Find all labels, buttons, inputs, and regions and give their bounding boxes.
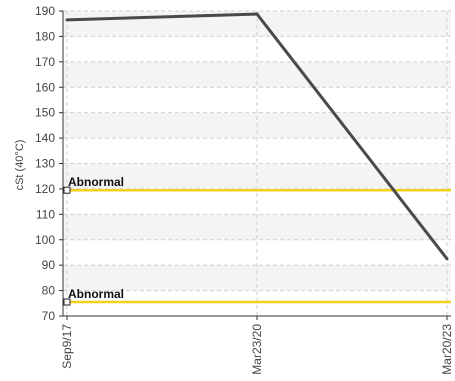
axes bbox=[59, 10, 451, 320]
threshold-lines: Abnormal Abnormal bbox=[63, 175, 451, 306]
y-tick-label: 100 bbox=[35, 233, 55, 247]
x-tick-labels: Sep9/17 Mar23/20 Mar20/23 bbox=[60, 324, 454, 375]
series-point bbox=[255, 12, 259, 16]
y-tick-label: 80 bbox=[42, 284, 56, 298]
y-tick-label: 90 bbox=[42, 258, 56, 272]
y-tick-label: 150 bbox=[35, 106, 55, 120]
y-tick-label: 170 bbox=[35, 55, 55, 69]
threshold-marker bbox=[63, 186, 71, 194]
y-tick-label: 70 bbox=[42, 309, 56, 323]
y-tick-label: 160 bbox=[35, 80, 55, 94]
y-tick-label: 180 bbox=[35, 29, 55, 43]
y-tick-label: 110 bbox=[36, 207, 55, 221]
x-tick-label: Mar20/23 bbox=[440, 324, 454, 375]
y-axis-label: cSt (40°C) bbox=[14, 140, 26, 191]
threshold-label: Abnormal bbox=[68, 175, 124, 189]
series bbox=[65, 12, 449, 261]
y-tick-label: 120 bbox=[35, 182, 55, 196]
threshold-marker bbox=[63, 298, 71, 306]
y-tick-label: 190 bbox=[35, 4, 55, 18]
series-point bbox=[445, 257, 449, 261]
y-tick-label: 130 bbox=[35, 157, 55, 171]
plot-bands bbox=[63, 11, 451, 291]
y-tick-label: 140 bbox=[35, 131, 55, 145]
x-tick-label: Mar23/20 bbox=[250, 324, 264, 375]
series-point bbox=[65, 18, 69, 22]
grid-lines bbox=[63, 10, 451, 316]
x-tick-label: Sep9/17 bbox=[60, 324, 74, 369]
threshold-label: Abnormal bbox=[68, 287, 124, 301]
y-tick-labels: 70 80 90 100 110 120 130 140 150 160 170 180 190 bbox=[35, 4, 55, 323]
